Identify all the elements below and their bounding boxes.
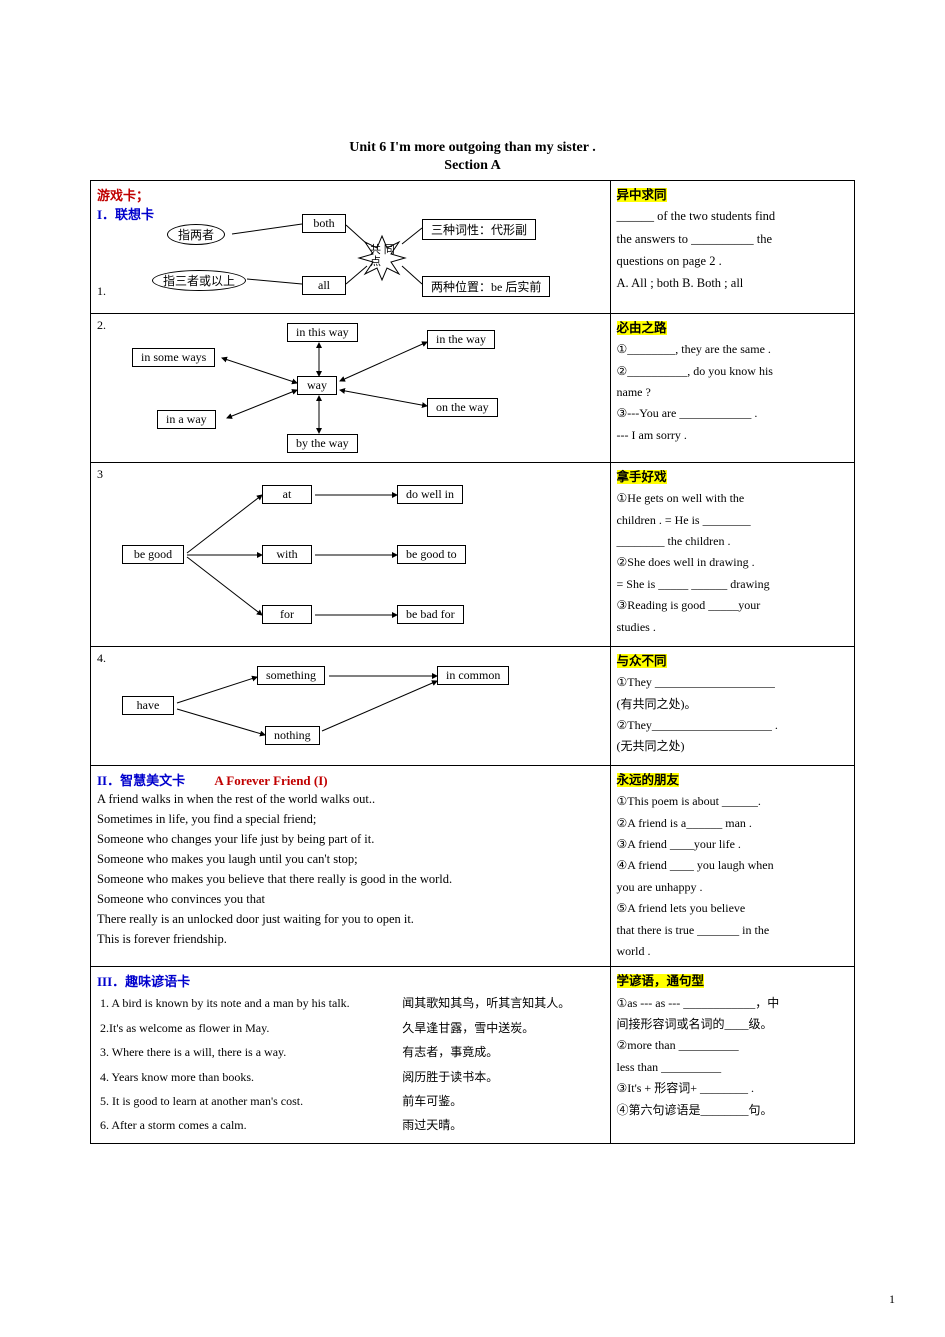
box-in-this-way: in this way bbox=[287, 323, 358, 342]
r4-l2: (有共同之处)。 bbox=[617, 694, 848, 714]
box-on-the-way: on the way bbox=[427, 398, 498, 417]
r5-l2: ②A friend is a______ man . bbox=[617, 813, 848, 833]
r3-l5: = She is _____ ______ drawing bbox=[617, 574, 848, 594]
card-label: 游戏卡； bbox=[97, 188, 149, 203]
box-for: for bbox=[262, 605, 312, 624]
prov-1-en: 2.It's as welcome as flower in May. bbox=[99, 1017, 399, 1039]
r1-l3: questions on page 2 . bbox=[617, 251, 848, 272]
box-be-good-to: be good to bbox=[397, 545, 466, 564]
section-3-heading: III．趣味谚语卡 bbox=[97, 974, 190, 989]
r2-l1: ①________, they are the same . bbox=[617, 339, 848, 359]
section-title: Section A bbox=[90, 158, 855, 174]
r5-heading: 永远的朋友 bbox=[617, 773, 680, 787]
r6-l1: ①as --- as --- ____________，中 bbox=[617, 993, 848, 1013]
r1-heading: 异中求同 bbox=[617, 188, 667, 202]
r4-l1: ①They ____________________ bbox=[617, 672, 848, 692]
r5-l6: ⑤A friend lets you believe bbox=[617, 898, 848, 918]
box-way: way bbox=[297, 376, 337, 395]
r3-l1: ①He gets on well with the bbox=[617, 488, 848, 508]
r2-l2: ②__________, do you know his bbox=[617, 361, 848, 381]
cloud-all: 指三者或以上 bbox=[152, 270, 246, 291]
poem-line-4: Someone who makes you believe that there… bbox=[97, 869, 604, 889]
r4-heading: 与众不同 bbox=[617, 654, 667, 668]
r4-l4: (无共同之处) bbox=[617, 736, 848, 756]
r3-l6: ③Reading is good _____your bbox=[617, 595, 848, 615]
prov-0-en: 1. A bird is known by its note and a man… bbox=[99, 992, 399, 1014]
item-number-4: 4. bbox=[97, 651, 106, 666]
r1-l2: the answers to __________ the bbox=[617, 229, 848, 250]
prov-4-en: 5. It is good to learn at another man's … bbox=[99, 1090, 399, 1112]
r6-l3: ②more than __________ bbox=[617, 1035, 848, 1055]
r6-heading: 学谚语，通句型 bbox=[617, 974, 705, 988]
prov-0-cn: 闻其歌知其鸟，听其言知其人。 bbox=[401, 992, 601, 1014]
r2-l4: --- I am sorry . bbox=[617, 425, 848, 445]
r3-l3: ________ the children . bbox=[617, 531, 848, 551]
prov-3-cn: 阅历胜于读书本。 bbox=[401, 1066, 601, 1088]
r1-l4: A. All ; both B. Both ; all bbox=[617, 273, 848, 294]
box-both: both bbox=[302, 214, 346, 233]
prov-5-en: 6. After a storm comes a calm. bbox=[99, 1114, 399, 1136]
box-in-a-way: in a way bbox=[157, 410, 216, 429]
poem-line-1: Sometimes in life, you find a special fr… bbox=[97, 809, 604, 829]
prov-2-cn: 有志者，事竟成。 bbox=[401, 1041, 601, 1063]
box-do-well-in: do well in bbox=[397, 485, 463, 504]
proverbs-table: 1. A bird is known by its note and a man… bbox=[97, 990, 604, 1138]
prov-2-en: 3. Where there is a will, there is a way… bbox=[99, 1041, 399, 1063]
r5-l1: ①This poem is about ______. bbox=[617, 791, 848, 811]
r2-heading: 必由之路 bbox=[617, 321, 667, 335]
box-three-pos: 三种词性：代形副 bbox=[422, 219, 536, 240]
r2-l2b: name ? bbox=[617, 382, 848, 402]
box-be-good: be good bbox=[122, 545, 184, 564]
r3-heading: 拿手好戏 bbox=[617, 470, 667, 484]
r5-l7: that there is true _______ in the bbox=[617, 920, 848, 940]
box-all: all bbox=[302, 276, 346, 295]
page-title: Unit 6 I'm more outgoing than my sister … bbox=[90, 140, 855, 156]
r1-l1: ______ of the two students find bbox=[617, 206, 848, 227]
box-in-some-ways: in some ways bbox=[132, 348, 215, 367]
r4-l3: ②They____________________ . bbox=[617, 715, 848, 735]
item-number-3: 3 bbox=[97, 467, 103, 482]
starburst-common: 共 同点 bbox=[357, 234, 407, 286]
r3-l7: studies . bbox=[617, 617, 848, 637]
r5-l8: world . bbox=[617, 941, 848, 961]
r5-l4: ④A friend ____ you laugh when bbox=[617, 855, 848, 875]
main-table: 游戏卡； I．联想卡 1. 指两者 指三者或以上 both all 共 同点 三… bbox=[90, 180, 855, 1144]
page-number: 1 bbox=[889, 1292, 895, 1307]
prov-3-en: 4. Years know more than books. bbox=[99, 1066, 399, 1088]
r5-l3: ③A friend ____your life . bbox=[617, 834, 848, 854]
r6-l5: ③It's + 形容词+ ________ . bbox=[617, 1078, 848, 1098]
box-by-the-way: by the way bbox=[287, 434, 358, 453]
item-number-2: 2. bbox=[97, 318, 106, 333]
r3-l2: children . = He is ________ bbox=[617, 510, 848, 530]
box-with: with bbox=[262, 545, 312, 564]
box-at: at bbox=[262, 485, 312, 504]
poem-line-7: This is forever friendship. bbox=[97, 929, 604, 949]
item-number-1: 1. bbox=[97, 284, 106, 299]
prov-1-cn: 久旱逢甘露，雪中送炭。 bbox=[401, 1017, 601, 1039]
poem-title: A Forever Friend (I) bbox=[214, 773, 327, 788]
r6-l4: less than __________ bbox=[617, 1057, 848, 1077]
box-something: something bbox=[257, 666, 325, 685]
cloud-both: 指两者 bbox=[167, 224, 225, 245]
box-have: have bbox=[122, 696, 174, 715]
box-in-the-way: in the way bbox=[427, 330, 495, 349]
section-1-heading: I．联想卡 bbox=[97, 204, 154, 223]
prov-4-cn: 前车可鉴。 bbox=[401, 1090, 601, 1112]
r5-l5: you are unhappy . bbox=[617, 877, 848, 897]
box-two-positions: 两种位置：be 后实前 bbox=[422, 276, 550, 297]
poem-line-3: Someone who makes you laugh until you ca… bbox=[97, 849, 604, 869]
r2-l3: ③---You are ____________ . bbox=[617, 403, 848, 423]
r6-l6: ④第六句谚语是________句。 bbox=[617, 1100, 848, 1120]
poem-line-2: Someone who changes your life just by be… bbox=[97, 829, 604, 849]
r3-l4: ②She does well in drawing . bbox=[617, 552, 848, 572]
poem-line-0: A friend walks in when the rest of the w… bbox=[97, 789, 604, 809]
prov-5-cn: 雨过天晴。 bbox=[401, 1114, 601, 1136]
box-nothing: nothing bbox=[265, 726, 320, 745]
box-be-bad-for: be bad for bbox=[397, 605, 464, 624]
section-2-heading: II．智慧美文卡 bbox=[97, 773, 185, 788]
poem-line-5: Someone who convinces you that bbox=[97, 889, 604, 909]
r6-l2: 间接形容词或名词的____级。 bbox=[617, 1014, 848, 1034]
poem-line-6: There really is an unlocked door just wa… bbox=[97, 909, 604, 929]
box-in-common: in common bbox=[437, 666, 509, 685]
